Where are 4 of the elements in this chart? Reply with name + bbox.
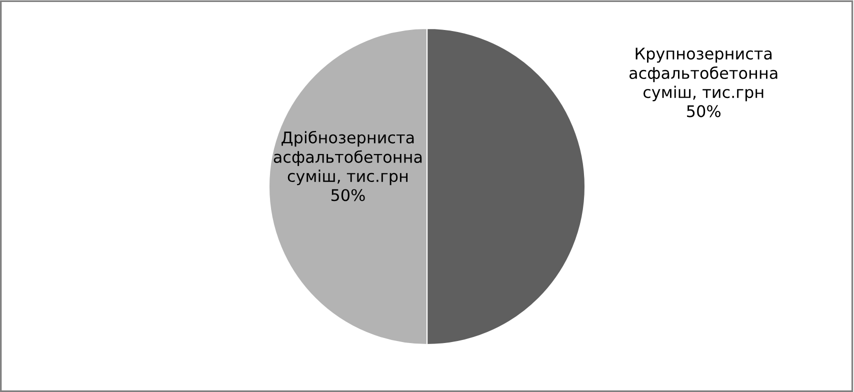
data-label: 50% <box>687 105 720 118</box>
data-label: 50% <box>331 189 365 202</box>
slice-label: Дрібнозерниста асфальтобетонна суміш, тис.грн <box>274 130 422 186</box>
slice-label: Крупнозерниста асфальтобетонна суміш, тис.грн <box>630 48 778 102</box>
